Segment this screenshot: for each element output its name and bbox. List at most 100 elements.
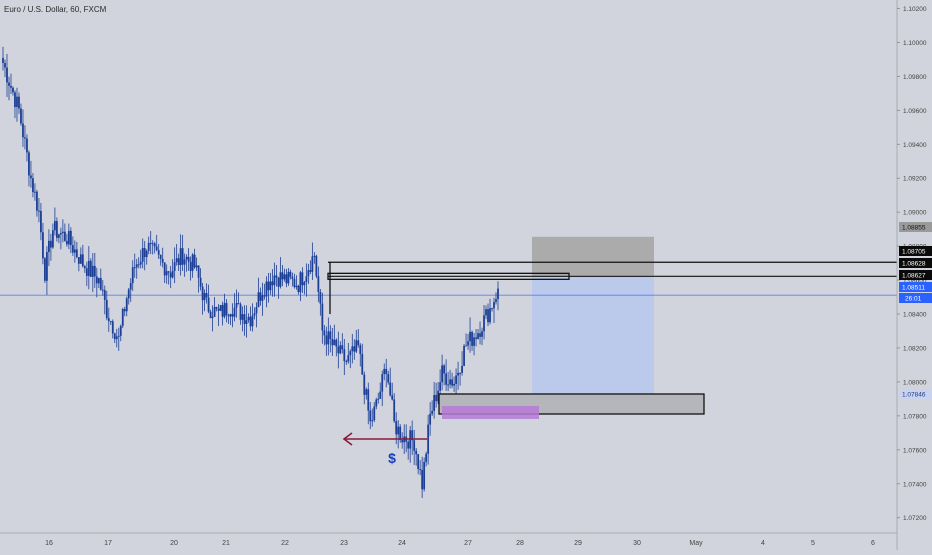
candle-body: [407, 441, 410, 449]
candle-body: [485, 309, 487, 316]
candle-body: [18, 96, 20, 109]
candle-body: [121, 309, 124, 326]
price-tag[interactable]: [899, 246, 932, 256]
candle-body: [471, 331, 473, 346]
time-tick-label: 23: [340, 540, 348, 547]
candle-body: [251, 315, 254, 327]
price-tick-label: 1.09200: [903, 176, 927, 183]
candle-body: [373, 406, 376, 421]
candle-body: [415, 450, 418, 455]
candle-body: [285, 274, 288, 284]
candle-body: [48, 240, 50, 253]
candle-body: [347, 355, 350, 362]
candle-body: [221, 305, 224, 317]
candle-body: [171, 270, 174, 278]
candle-body: [437, 390, 440, 402]
candle-body: [133, 267, 136, 269]
candle-body: [301, 272, 304, 286]
candle-body: [34, 191, 36, 193]
price-tag-label: 1.08511: [902, 285, 925, 292]
price-tick-label: 1.07800: [903, 413, 927, 420]
candle-body: [59, 232, 62, 235]
candle-body: [267, 281, 270, 291]
candle-body: [119, 325, 122, 336]
price-tag[interactable]: [899, 282, 932, 292]
candle-body: [475, 337, 477, 339]
candle-body: [22, 123, 24, 138]
candle-body: [161, 258, 164, 263]
time-tick-label: 17: [104, 540, 112, 547]
candle-body: [169, 272, 172, 278]
candle-body: [213, 306, 216, 317]
price-tick-label: 1.08600: [903, 278, 927, 285]
drawing-layer: [0, 236, 897, 409]
time-tick-label: May: [689, 540, 703, 547]
candle-body: [61, 231, 64, 233]
candle-body: [101, 289, 104, 291]
candle-body: [65, 240, 68, 245]
candle-body: [321, 303, 324, 331]
candle-body: [255, 307, 258, 314]
candle-body: [379, 391, 382, 399]
candle-body: [299, 272, 302, 293]
candle-body: [201, 286, 204, 301]
candle-body: [6, 67, 8, 83]
imbalance-zone[interactable]: [442, 406, 539, 419]
candle-body: [159, 254, 162, 259]
price-tag[interactable]: [899, 389, 932, 399]
candle-body: [149, 242, 152, 244]
candle-body: [327, 331, 330, 345]
candle-body: [109, 321, 112, 323]
candle-body: [413, 440, 416, 451]
price-tag-label: 1.07846: [902, 392, 926, 399]
candle-body: [95, 276, 98, 284]
candle-body: [155, 246, 158, 251]
chart-title: Euro / U.S. Dollar, 60, FXCM: [4, 5, 107, 14]
candle-body: [247, 316, 250, 321]
candle-body: [423, 461, 426, 490]
price-tick-label: 1.09600: [903, 108, 927, 115]
candle-body: [451, 379, 453, 386]
candle-body: [177, 258, 180, 266]
candle-body: [397, 426, 400, 435]
candle-body: [28, 152, 30, 176]
candle-body: [253, 313, 256, 316]
time-tick-label: 6: [871, 540, 875, 547]
candle-body: [335, 339, 338, 347]
candle-body: [297, 285, 300, 293]
candle-body: [439, 382, 442, 391]
time-tick-label: 5: [811, 540, 815, 547]
candle-body: [473, 337, 475, 346]
candle-body: [217, 308, 220, 311]
candle-body: [135, 264, 138, 268]
candle-body: [365, 389, 368, 395]
candle-body: [261, 295, 264, 301]
price-tag-label: 1.08855: [902, 225, 926, 232]
candles-layer: [2, 46, 499, 498]
stop-loss-zone[interactable]: [532, 236, 654, 276]
time-tick-label: 21: [222, 540, 230, 547]
time-tick-label: 16: [45, 540, 53, 547]
candle-body: [235, 303, 238, 308]
price-tag[interactable]: [899, 270, 932, 280]
candle-body: [157, 250, 160, 255]
candle-body: [85, 268, 88, 276]
candle-body: [385, 368, 388, 375]
candle-body: [457, 372, 459, 376]
candle-body: [191, 254, 194, 271]
candle-body: [237, 303, 240, 305]
candle-body: [20, 108, 22, 124]
price-tag[interactable]: [899, 258, 932, 268]
candle-body: [227, 315, 230, 317]
candle-body: [287, 271, 290, 284]
price-tag[interactable]: [899, 222, 932, 232]
candle-body: [145, 250, 148, 258]
candle-body: [483, 315, 485, 332]
candle-body: [459, 372, 461, 374]
price-tag-label: 1.08628: [902, 261, 926, 268]
candle-body: [193, 254, 196, 268]
candle-body: [383, 368, 386, 375]
take-profit-zone[interactable]: [532, 275, 654, 409]
